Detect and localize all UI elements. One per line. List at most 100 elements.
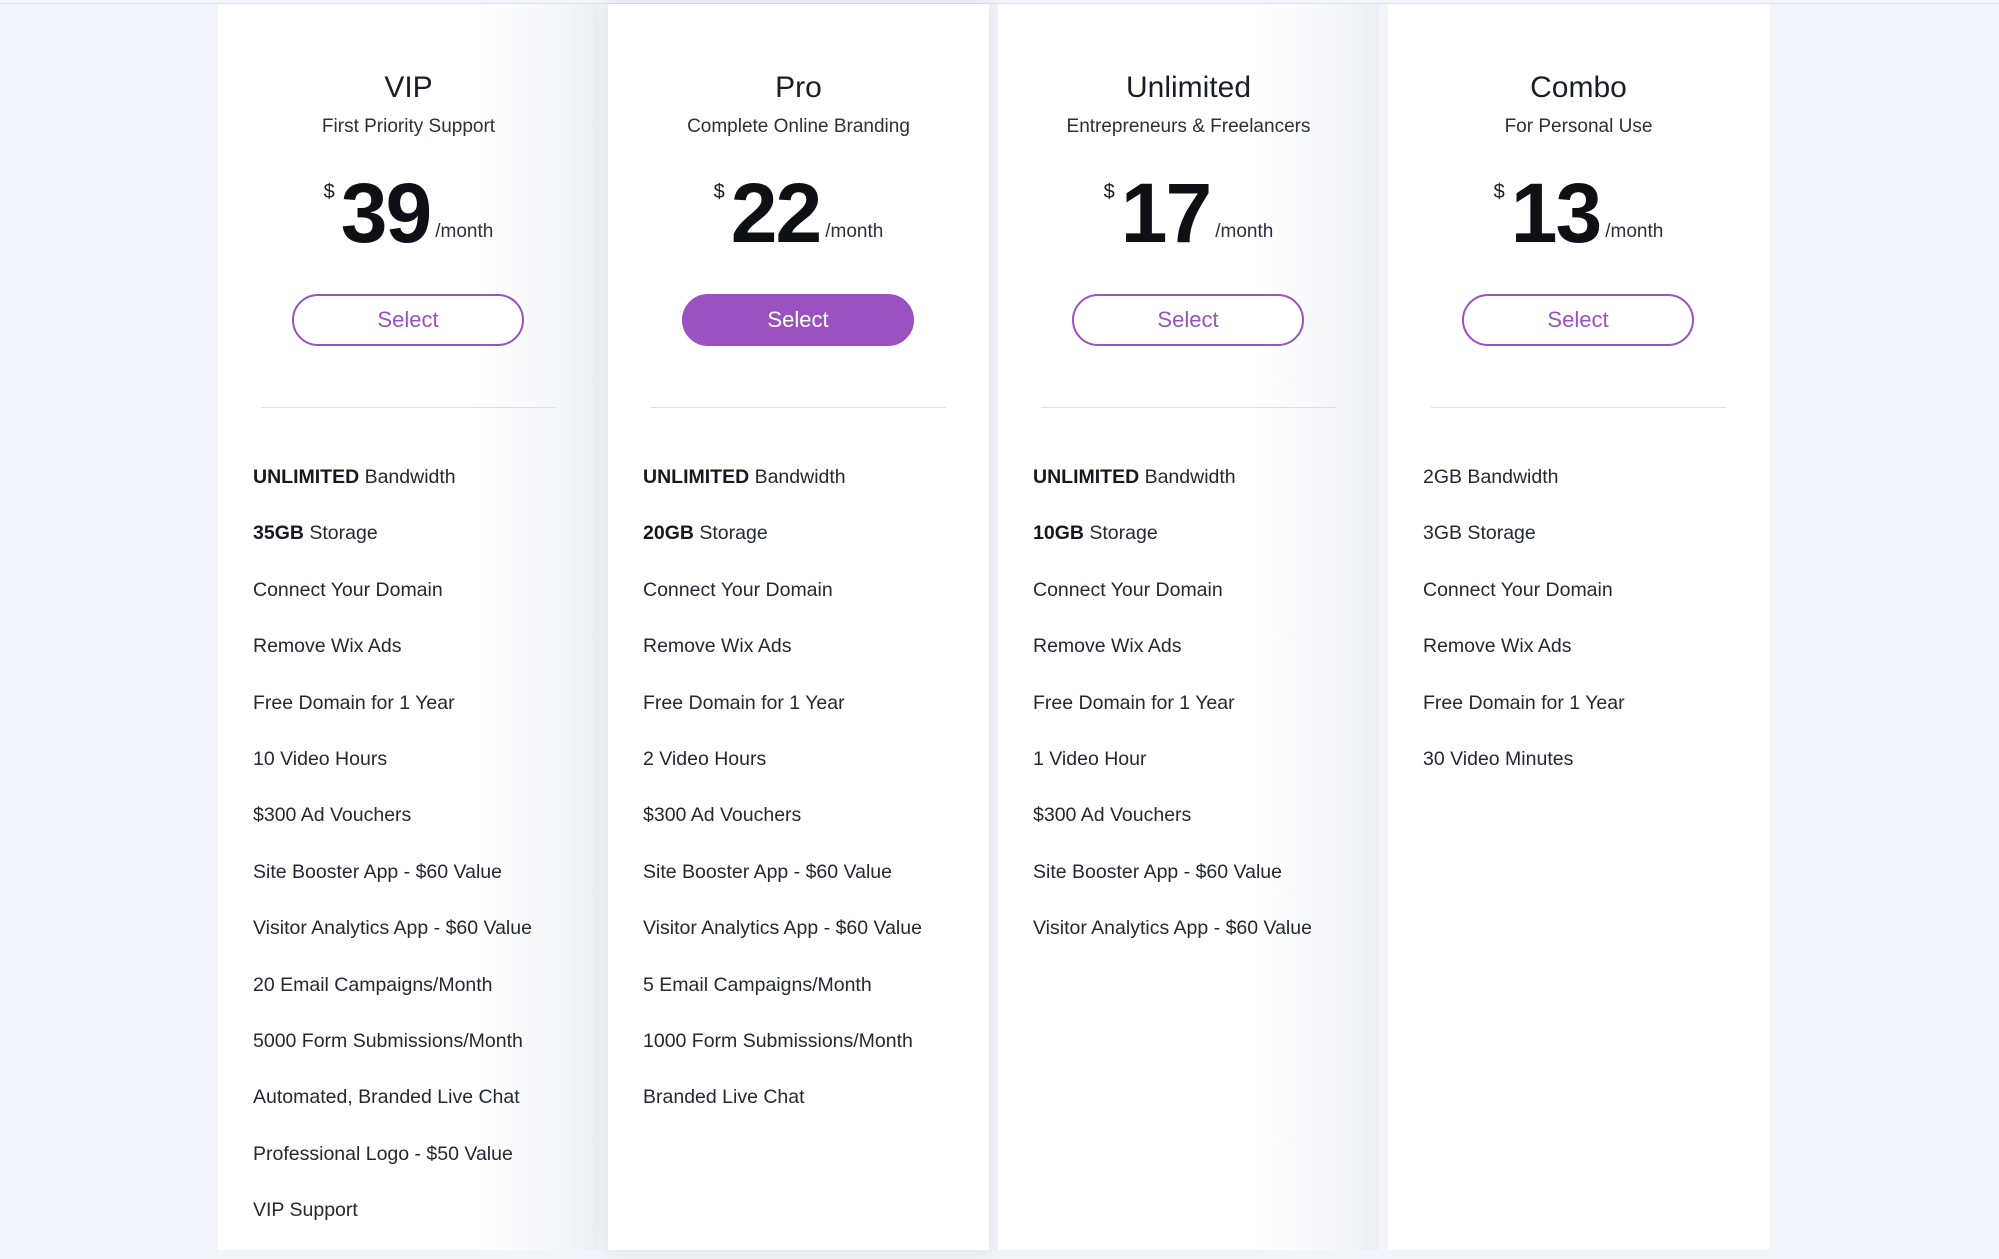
- feature-item: $300 Ad Vouchers: [253, 800, 532, 856]
- feature-highlight: 20GB: [643, 522, 694, 545]
- top-border-line: [0, 3, 1999, 4]
- feature-text: Connect Your Domain: [253, 578, 443, 601]
- price-period: /month: [435, 221, 494, 242]
- price-amount: 17: [1120, 166, 1212, 260]
- feature-text: 5000 Form Submissions/Month: [253, 1029, 523, 1052]
- plan-card-combo: Combo For Personal Use $ 13 /month Selec…: [1388, 4, 1769, 1250]
- feature-item: Connect Your Domain: [1423, 575, 1625, 631]
- price-amount: 13: [1510, 166, 1602, 260]
- feature-item: 2GB Bandwidth: [1423, 462, 1625, 518]
- divider: [1041, 407, 1336, 408]
- feature-text: Site Booster App - $60 Value: [643, 860, 892, 883]
- feature-text: Free Domain for 1 Year: [1033, 691, 1235, 714]
- plan-price: $ 17 /month: [998, 170, 1379, 256]
- feature-text: Storage: [693, 522, 768, 545]
- divider: [1431, 407, 1726, 408]
- feature-item: 5000 Form Submissions/Month: [253, 1026, 532, 1082]
- feature-text: 20 Email Campaigns/Month: [253, 973, 493, 996]
- plan-card-vip: VIP First Priority Support $ 39 /month S…: [218, 4, 599, 1250]
- feature-item: UNLIMITED Bandwidth: [253, 462, 532, 518]
- feature-item: Connect Your Domain: [1033, 575, 1312, 631]
- feature-item: 1 Video Hour: [1033, 744, 1312, 800]
- select-vip-button[interactable]: Select: [292, 294, 524, 346]
- feature-text: Site Booster App - $60 Value: [1033, 860, 1282, 883]
- plan-name: Combo: [1530, 71, 1627, 104]
- plan-price: $ 22 /month: [608, 170, 989, 256]
- plan-name: Pro: [775, 71, 822, 104]
- feature-text: Remove Wix Ads: [1423, 635, 1572, 658]
- feature-text: Remove Wix Ads: [643, 635, 792, 658]
- feature-item: Free Domain for 1 Year: [1033, 688, 1312, 744]
- select-combo-button[interactable]: Select: [1462, 294, 1694, 346]
- feature-text: Free Domain for 1 Year: [253, 691, 455, 714]
- feature-item: 20 Email Campaigns/Month: [253, 970, 532, 1026]
- feature-item: 2 Video Hours: [643, 744, 922, 800]
- feature-text: Bandwidth: [359, 466, 456, 488]
- plan-price: $ 39 /month: [218, 170, 599, 256]
- feature-item: $300 Ad Vouchers: [1033, 800, 1312, 856]
- plan-name: VIP: [384, 71, 433, 104]
- plan-card-pro: Pro Complete Online Branding $ 22 /month…: [608, 4, 989, 1250]
- feature-list: 2GB Bandwidth 3GB Storage Connect Your D…: [1423, 462, 1625, 800]
- feature-item: 5 Email Campaigns/Month: [643, 970, 922, 1026]
- plan-price: $ 13 /month: [1388, 170, 1769, 256]
- feature-text: Branded Live Chat: [643, 1086, 805, 1109]
- feature-text: Automated, Branded Live Chat: [253, 1086, 520, 1109]
- feature-item: Branded Live Chat: [643, 1082, 922, 1138]
- currency-symbol: $: [713, 181, 725, 203]
- feature-text: 10 Video Hours: [253, 747, 388, 770]
- feature-text: Visitor Analytics App - $60 Value: [253, 917, 532, 940]
- feature-text: $300 Ad Vouchers: [643, 804, 802, 827]
- feature-text: Professional Logo - $50 Value: [253, 1142, 513, 1165]
- price-period: /month: [1605, 221, 1664, 242]
- feature-item: Remove Wix Ads: [1033, 631, 1312, 687]
- feature-item: Free Domain for 1 Year: [643, 688, 922, 744]
- feature-text: Storage: [303, 522, 378, 545]
- feature-list: UNLIMITED Bandwidth 20GB Storage Connect…: [643, 462, 922, 1139]
- feature-text: Connect Your Domain: [1033, 578, 1223, 601]
- feature-item: $300 Ad Vouchers: [643, 800, 922, 856]
- plan-tagline: Entrepreneurs & Freelancers: [1066, 116, 1311, 137]
- feature-item: 30 Video Minutes: [1423, 744, 1625, 800]
- feature-item: Free Domain for 1 Year: [253, 688, 532, 744]
- feature-item: 10 Video Hours: [253, 744, 532, 800]
- feature-item: Remove Wix Ads: [253, 631, 532, 687]
- divider: [261, 407, 556, 408]
- feature-list: UNLIMITED Bandwidth 35GB Storage Connect…: [253, 462, 532, 1251]
- feature-text: 1000 Form Submissions/Month: [643, 1029, 913, 1052]
- feature-text: Storage: [1083, 522, 1158, 545]
- price-period: /month: [825, 221, 884, 242]
- feature-item: 3GB Storage: [1423, 518, 1625, 574]
- price-amount: 22: [730, 166, 822, 260]
- feature-item: Site Booster App - $60 Value: [1033, 857, 1312, 913]
- feature-item: 20GB Storage: [643, 518, 922, 574]
- feature-text: $300 Ad Vouchers: [1033, 804, 1192, 827]
- select-pro-button[interactable]: Select: [682, 294, 914, 346]
- feature-highlight: UNLIMITED: [643, 466, 750, 488]
- feature-item: Visitor Analytics App - $60 Value: [1033, 913, 1312, 969]
- pricing-plans: VIP First Priority Support $ 39 /month S…: [218, 4, 1769, 1250]
- feature-item: UNLIMITED Bandwidth: [643, 462, 922, 518]
- currency-symbol: $: [1493, 181, 1505, 203]
- select-unlimited-button[interactable]: Select: [1072, 294, 1304, 346]
- feature-highlight: UNLIMITED: [253, 466, 360, 488]
- feature-item: Remove Wix Ads: [1423, 631, 1625, 687]
- feature-item: Automated, Branded Live Chat: [253, 1082, 532, 1138]
- feature-text: Connect Your Domain: [643, 578, 833, 601]
- feature-text: Bandwidth: [749, 466, 846, 488]
- feature-item: Free Domain for 1 Year: [1423, 688, 1625, 744]
- feature-highlight: 35GB: [253, 522, 304, 545]
- feature-item: Visitor Analytics App - $60 Value: [643, 913, 922, 969]
- feature-item: Visitor Analytics App - $60 Value: [253, 913, 532, 969]
- feature-text: 2GB Bandwidth: [1423, 466, 1559, 488]
- feature-text: 3GB Storage: [1423, 522, 1536, 545]
- feature-text: 5 Email Campaigns/Month: [643, 973, 872, 996]
- plan-tagline: For Personal Use: [1504, 116, 1653, 137]
- feature-item: 10GB Storage: [1033, 518, 1312, 574]
- divider: [651, 407, 946, 408]
- plan-name: Unlimited: [1125, 71, 1252, 104]
- price-period: /month: [1215, 221, 1274, 242]
- price-amount: 39: [340, 166, 432, 260]
- feature-item: Site Booster App - $60 Value: [253, 857, 532, 913]
- plan-tagline: First Priority Support: [321, 116, 496, 137]
